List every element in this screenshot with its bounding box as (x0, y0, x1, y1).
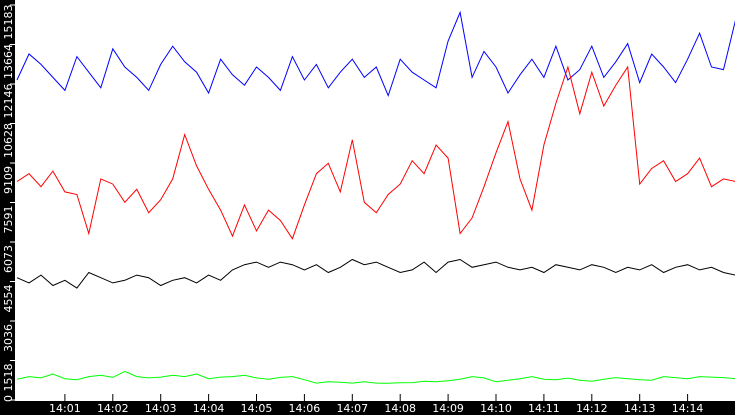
x-tick-label: 14:14 (672, 402, 704, 415)
x-tick-label: 14:05 (241, 402, 273, 415)
x-tick-label: 14:06 (289, 402, 321, 415)
x-tick-label: 14:07 (336, 402, 368, 415)
x-tick-label: 14:11 (528, 402, 560, 415)
y-tick-label: 10628 (2, 123, 15, 158)
y-axis: 0 1518 3036 4554 6073 7591 9109 10628 12146 13664… (2, 4, 15, 402)
y-tick-label: 0 (2, 395, 15, 402)
x-axis: 14:01 14:02 14:03 14:04 14:05 14:06 14:07 14:08… (49, 394, 703, 415)
y-tick-label: 7591 (2, 206, 15, 234)
y-tick-label: 15183 (2, 5, 15, 40)
y-tick-label: 1518 (2, 364, 15, 392)
x-tick-label: 14:08 (384, 402, 416, 415)
y-tick-label: 6073 (2, 245, 15, 273)
y-tick-label: 9109 (2, 166, 15, 194)
x-tick-label: 14:02 (97, 402, 129, 415)
x-tick-label: 14:12 (576, 402, 608, 415)
x-tick-label: 14:10 (480, 402, 512, 415)
x-tick-label: 14:13 (624, 402, 656, 415)
x-axis-strip (0, 401, 735, 415)
x-tick-label: 14:01 (49, 402, 81, 415)
x-tick-label: 14:03 (145, 402, 177, 415)
series-layer (16, 10, 735, 384)
plot-area (15, 0, 735, 401)
y-axis-strip (0, 0, 15, 415)
y-tick-label: 3036 (2, 324, 15, 352)
y-tick-label: 4554 (2, 285, 15, 313)
y-tick-label: 13664 (2, 44, 15, 79)
y-tick-label: 12146 (2, 84, 15, 119)
x-tick-label: 14:04 (193, 402, 225, 415)
x-tick-label: 14:09 (432, 402, 464, 415)
